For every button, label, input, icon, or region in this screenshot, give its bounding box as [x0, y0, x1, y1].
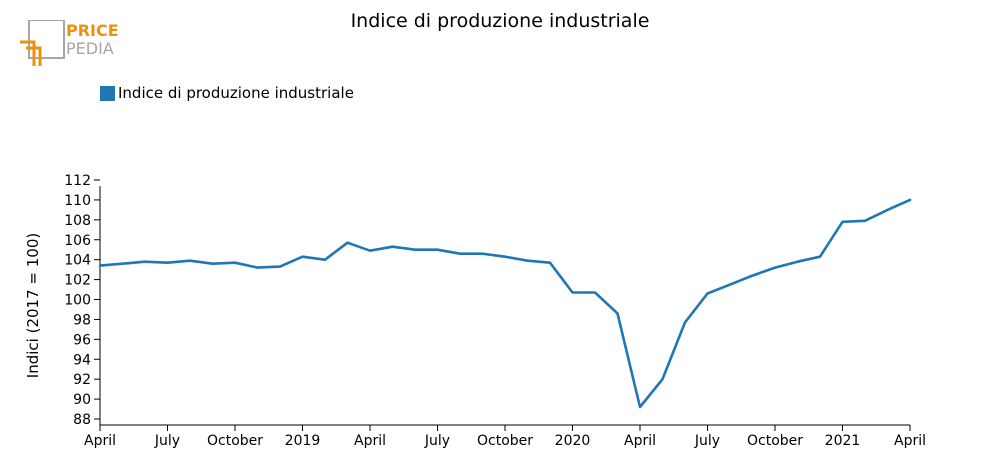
- x-tick-label: 2020: [555, 433, 591, 449]
- y-tick-label: 102: [64, 273, 91, 289]
- y-tick-label: 98: [73, 312, 91, 328]
- y-tick-label: 104: [64, 253, 91, 269]
- y-tick-label: 88: [73, 412, 91, 428]
- x-tick-label: 2019: [285, 433, 321, 449]
- x-tick-label: April: [84, 433, 116, 449]
- x-tick-label: April: [354, 433, 386, 449]
- y-tick-label: 112: [64, 173, 91, 189]
- x-tick-label: April: [894, 433, 926, 449]
- legend: Indice di produzione industriale: [100, 84, 354, 102]
- pricepedia-logo: PRICE PEDIA: [20, 20, 119, 66]
- logo-word-pedia: PEDIA: [66, 39, 114, 58]
- y-tick-label: 108: [64, 213, 91, 229]
- x-tick-label: October: [207, 433, 263, 449]
- legend-swatch: [100, 85, 115, 101]
- y-axis-title: Indici (2017 = 100): [24, 233, 42, 378]
- x-tick-label: July: [424, 433, 450, 449]
- logo-word-price: PRICE: [66, 21, 119, 40]
- x-tick-label: 2021: [825, 433, 861, 449]
- series-line: [98, 198, 912, 409]
- x-tick-label: October: [477, 433, 533, 449]
- x-tick-label: October: [747, 433, 803, 449]
- y-tick-label: 110: [64, 193, 91, 209]
- y-tick-label: 92: [73, 372, 91, 388]
- y-tick-label: 100: [64, 293, 91, 309]
- y-tick-label: 90: [73, 392, 91, 408]
- y-tick-label: 94: [73, 352, 91, 368]
- x-tick-label: July: [694, 433, 720, 449]
- y-tick-label: 96: [73, 332, 91, 348]
- y-tick-label: 106: [64, 233, 91, 249]
- x-tick-label: April: [624, 433, 656, 449]
- chart-title: Indice di produzione industriale: [350, 10, 650, 32]
- legend-label: Indice di produzione industriale: [118, 84, 354, 102]
- x-tick-label: July: [154, 433, 180, 449]
